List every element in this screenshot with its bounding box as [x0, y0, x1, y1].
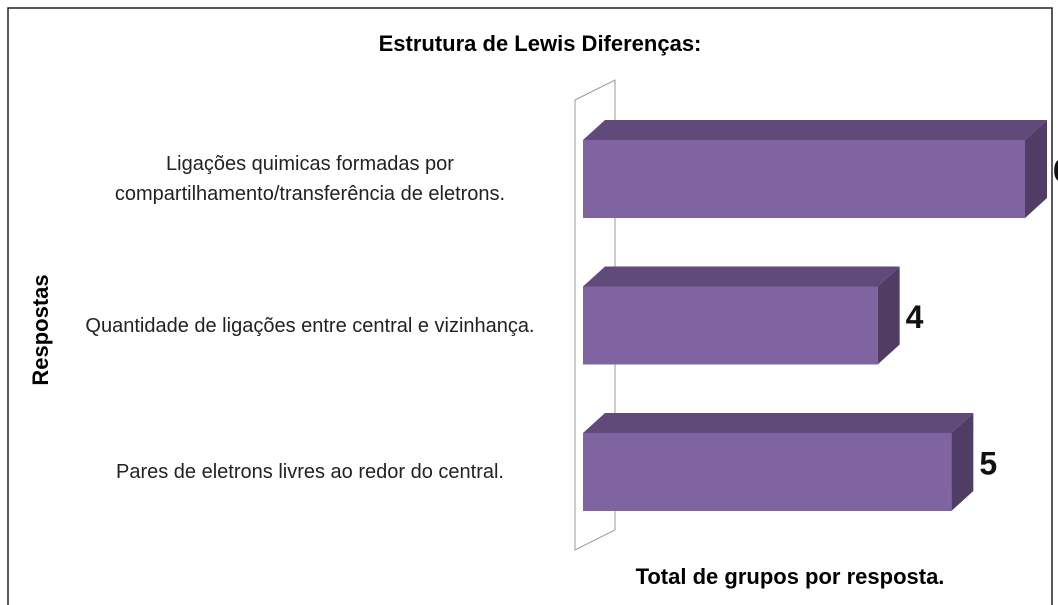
bar [583, 286, 878, 365]
category-label: Quantidade de ligações entre central e v… [85, 314, 535, 337]
frame [7, 7, 1053, 605]
bar-top [583, 120, 1047, 140]
bar-top [583, 413, 974, 433]
data-label: 6 [1053, 152, 1058, 188]
chart-title: Estrutura de Lewis Diferenças: [379, 31, 702, 56]
bar [583, 433, 952, 511]
bar-side [1025, 120, 1047, 218]
bar-side [951, 413, 974, 511]
axis-wall [574, 79, 616, 551]
data-label: 4 [906, 299, 924, 335]
category-label: Pares de eletrons livres ao redor do cen… [116, 461, 504, 483]
data-label: 5 [979, 445, 997, 481]
y-axis-title: Respostas [28, 274, 53, 385]
bar [583, 140, 1025, 218]
bar-side [877, 266, 900, 365]
x-axis-title: Total de grupos por resposta. [636, 564, 945, 589]
category-label: Ligações quimicas formadas por compartil… [114, 153, 506, 205]
bar-top [583, 266, 900, 287]
